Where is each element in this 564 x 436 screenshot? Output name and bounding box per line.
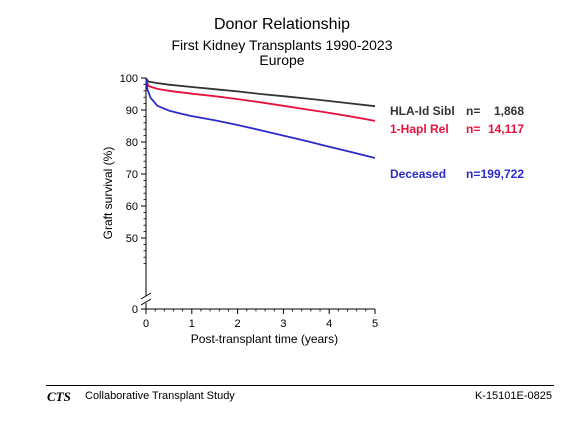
y-tick-label: 60: [126, 201, 138, 213]
y-tick-label: 50: [126, 233, 138, 245]
legend-n-label: n=: [466, 122, 480, 136]
x-tick-label: 1: [189, 318, 195, 330]
y-tick-label: 70: [126, 169, 138, 181]
x-axis-label: Post-transplant time (years): [191, 332, 338, 346]
y-axis-label: Graft survival (%): [101, 147, 115, 240]
y-tick-label: 80: [126, 137, 138, 149]
y-tick-label: 0: [132, 304, 138, 316]
footer-code: K-15101E-0825: [474, 390, 552, 402]
series-line-hla-id-sibl: [145, 77, 376, 108]
footer-org-name: Collaborative Transplant Study: [85, 390, 235, 402]
x-tick-label: 4: [326, 318, 332, 330]
legend-label-deceased: Deceased: [390, 167, 446, 181]
footer-divider: [46, 385, 554, 386]
x-tick-label: 5: [372, 318, 378, 330]
legend-label-hla-id-sibl: HLA-Id Sibl: [390, 104, 455, 118]
axis-break-mark: [140, 298, 152, 306]
chart-region: Europe: [259, 52, 305, 68]
chart-title: Donor Relationship: [213, 16, 351, 33]
x-tick-label: 2: [235, 318, 241, 330]
legend-n-value: 1,868: [494, 104, 524, 118]
legend-n-label: n=: [466, 167, 480, 181]
cts-logo: CTS: [47, 389, 71, 404]
x-tick-label: 3: [280, 318, 286, 330]
legend-n-value: 14,117: [488, 122, 524, 136]
series-line-deceased: [145, 77, 376, 159]
x-tick-label: 0: [143, 318, 149, 330]
legend-n-label: n=: [466, 104, 480, 118]
series-line-1-hapl-rel: [145, 77, 376, 122]
y-tick-label: 90: [126, 105, 138, 117]
axis-break-mark: [140, 292, 152, 300]
survival-chart: 0 50 60 70 80 90 100 0 1 2 3 4 5 Post-transplant time…: [101, 73, 525, 346]
legend-n-value: 199,722: [481, 167, 525, 181]
legend-label-1-hapl-rel: 1-Hapl Rel: [390, 122, 449, 136]
chart-subtitle: First Kidney Transplants 1990-2023: [171, 37, 393, 53]
y-tick-label: 100: [120, 73, 138, 85]
